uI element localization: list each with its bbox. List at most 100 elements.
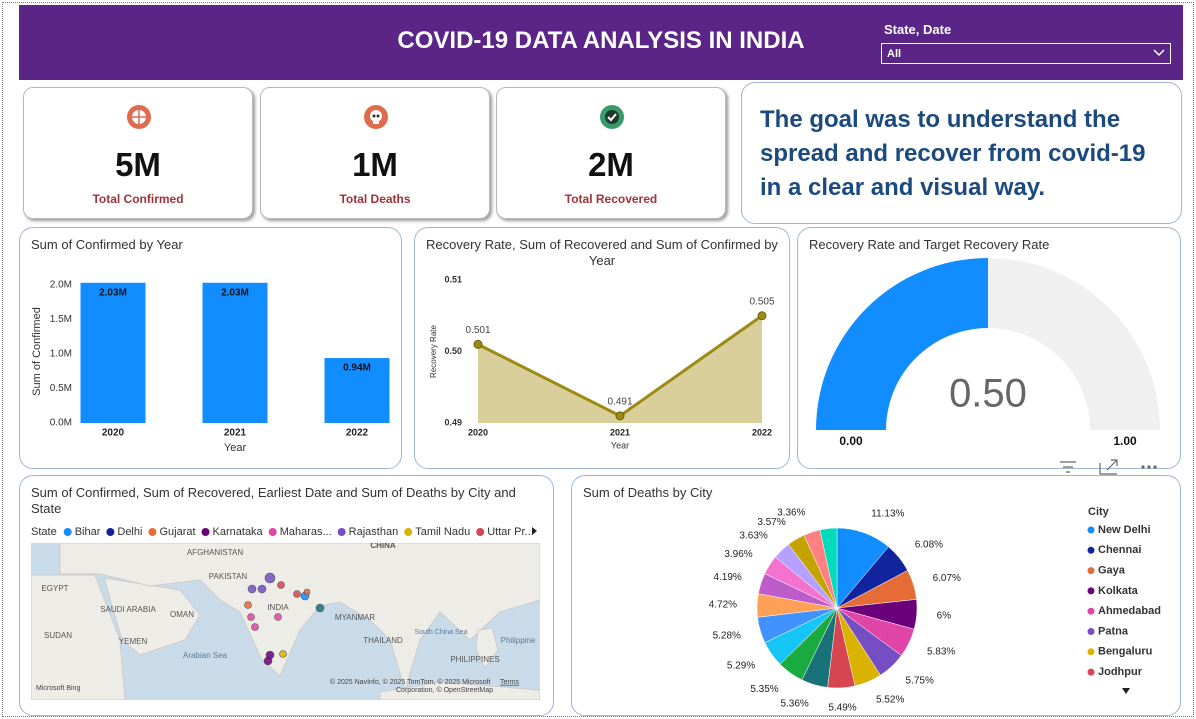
legend-marker bbox=[1087, 668, 1095, 676]
map-bubble[interactable] bbox=[293, 590, 301, 598]
map-label: AFGHANISTAN bbox=[187, 548, 244, 557]
legend-label: Ahmedabad bbox=[1098, 605, 1161, 617]
kpi-icon bbox=[364, 105, 388, 129]
map-label: YEMEN bbox=[119, 637, 148, 646]
map-label: PHILIPPINES bbox=[450, 655, 499, 664]
map-bubble[interactable] bbox=[274, 613, 282, 621]
kpi-label: Total Confirmed bbox=[92, 192, 184, 206]
map-bubble[interactable] bbox=[277, 581, 285, 589]
chart-title: Recovery Rate and Target Recovery Rate bbox=[809, 237, 1050, 252]
legend-label: Bihar bbox=[75, 526, 101, 538]
data-label: 4.72% bbox=[709, 599, 737, 610]
value-label: 2.03M bbox=[99, 287, 127, 298]
x-tick-label: 2020 bbox=[468, 427, 488, 437]
y-tick-label: 0.49 bbox=[444, 417, 462, 427]
legend-label: New Delhi bbox=[1098, 524, 1151, 536]
bar bbox=[80, 282, 146, 423]
legend-title: State bbox=[31, 526, 57, 538]
map-bubble[interactable] bbox=[315, 603, 325, 613]
legend-marker bbox=[1087, 607, 1095, 615]
x-tick-label: 2022 bbox=[346, 428, 369, 439]
chart-title: Sum of Confirmed, Sum of Recovered, Earl… bbox=[31, 485, 516, 516]
y-tick-label: 1.0M bbox=[50, 349, 72, 360]
y-tick-label: 1.5M bbox=[50, 314, 72, 325]
legend-scroll[interactable] bbox=[532, 527, 537, 535]
legend-label: Jodhpur bbox=[1098, 666, 1143, 678]
filter-dropdown[interactable]: All bbox=[881, 43, 1171, 64]
data-label: 5.52% bbox=[876, 695, 904, 706]
data-label: 5.83% bbox=[927, 646, 955, 657]
kpi-card: 1M Total Deaths bbox=[260, 87, 490, 219]
x-tick-label: 2021 bbox=[224, 428, 247, 439]
y-tick-label: 0.51 bbox=[444, 274, 462, 284]
map-land bbox=[379, 681, 540, 700]
legend-label: Kolkata bbox=[1098, 585, 1139, 597]
map-label: MYANMAR bbox=[335, 613, 376, 622]
value-label: 0.94M bbox=[343, 363, 371, 374]
y-tick-label: 0.5M bbox=[50, 383, 72, 394]
legend-label: Karnataka bbox=[213, 526, 264, 538]
map-terms[interactable]: Terms bbox=[500, 679, 520, 686]
pie-slice bbox=[819, 527, 838, 609]
map-bubble[interactable] bbox=[244, 601, 252, 609]
legend-marker bbox=[1087, 526, 1095, 534]
map-logo: Microsoft Bing bbox=[36, 685, 80, 692]
data-label: 5.36% bbox=[780, 699, 808, 710]
value-label: 0.501 bbox=[465, 325, 490, 336]
legend-marker bbox=[1087, 648, 1095, 656]
map-bubble[interactable] bbox=[247, 613, 255, 621]
y-axis-label: Sum of Confirmed bbox=[31, 307, 43, 396]
data-label: 5.29% bbox=[727, 660, 755, 671]
kpi-label: Total Recovered bbox=[564, 192, 658, 206]
map-label: Philippine bbox=[501, 636, 536, 645]
value-label: 0.505 bbox=[749, 296, 774, 307]
data-label: 6.07% bbox=[933, 573, 961, 584]
map-bubble[interactable] bbox=[303, 588, 311, 596]
map-bubbles bbox=[244, 572, 325, 666]
data-label: 5.35% bbox=[750, 684, 778, 695]
data-label: 3.96% bbox=[724, 549, 752, 560]
map-label: SAUDI ARABIA bbox=[100, 605, 156, 614]
filter-icon[interactable] bbox=[1060, 461, 1076, 473]
map-bubble[interactable] bbox=[264, 572, 276, 584]
data-label: 3.57% bbox=[757, 517, 785, 528]
point bbox=[615, 411, 625, 421]
map-bubble[interactable] bbox=[247, 584, 257, 594]
map-label: SUDAN bbox=[44, 631, 72, 640]
data-label: 3.36% bbox=[777, 508, 805, 519]
legend-label: Chennai bbox=[1098, 544, 1141, 556]
map[interactable]: AFGHANISTAN CHINA PAKISTAN EGYPT SAUDI A… bbox=[31, 541, 540, 700]
bar bbox=[202, 282, 268, 423]
map-bubble[interactable] bbox=[257, 584, 267, 594]
visual-toolbar[interactable] bbox=[1060, 459, 1157, 475]
point bbox=[473, 339, 483, 349]
map-label: THAILAND bbox=[363, 636, 403, 645]
map-label: South China Sea bbox=[415, 629, 468, 636]
map-bubble[interactable] bbox=[263, 656, 273, 666]
filter-label: State, Date bbox=[884, 22, 952, 37]
map-label: Arabian Sea bbox=[183, 651, 228, 660]
legend-scroll[interactable] bbox=[1122, 688, 1130, 694]
y-tick-label: 0.50 bbox=[444, 346, 462, 356]
kpi-label: Total Deaths bbox=[339, 192, 411, 206]
map-bubble[interactable] bbox=[279, 650, 287, 658]
map-label: OMAN bbox=[170, 610, 194, 619]
dropdown-chevron bbox=[1153, 49, 1165, 57]
x-tick-label: 2020 bbox=[102, 428, 125, 439]
chart-title: Recovery Rate, Sum of Recovered and Sum … bbox=[426, 237, 778, 268]
map-label: CHINA bbox=[370, 541, 396, 550]
legend-marker bbox=[63, 528, 72, 536]
legend-marker bbox=[1087, 546, 1095, 554]
map-bubble[interactable] bbox=[251, 623, 259, 631]
legend-marker bbox=[476, 528, 485, 536]
gauge-limit: 0.00 bbox=[839, 434, 863, 448]
focus-icon[interactable] bbox=[1099, 459, 1118, 475]
y-tick-label: 2.0M bbox=[50, 279, 72, 290]
area bbox=[478, 315, 762, 423]
more-icon[interactable] bbox=[1141, 465, 1157, 469]
y-tick-label: 0.0M bbox=[50, 418, 72, 429]
data-label: 5.49% bbox=[828, 702, 856, 713]
